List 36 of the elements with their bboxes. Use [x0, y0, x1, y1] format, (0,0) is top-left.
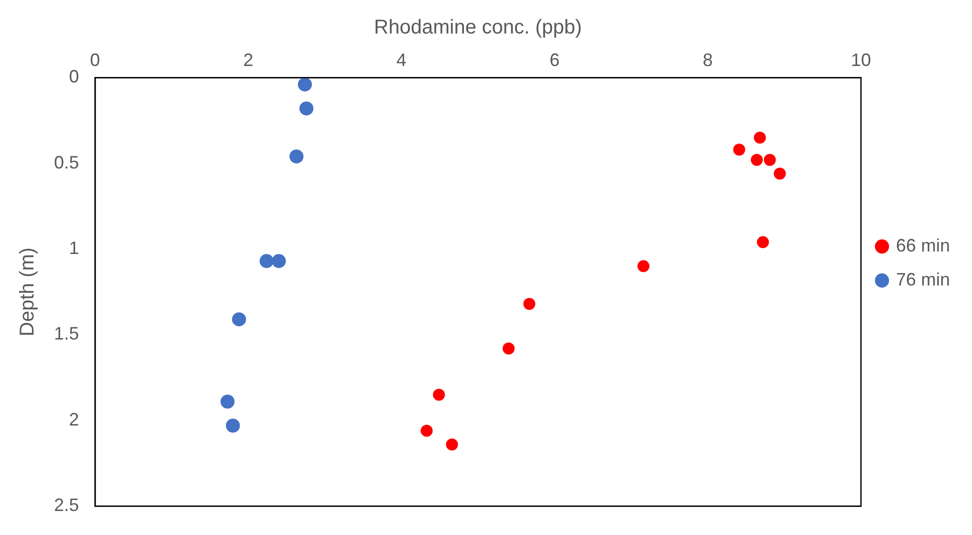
y-axis-title: Depth (m) — [16, 247, 39, 336]
point — [733, 144, 746, 156]
point — [226, 418, 240, 433]
y-tick-label: 1.5 — [54, 324, 80, 344]
y-tick-label: 0 — [69, 66, 80, 87]
x-tick-label: 8 — [702, 50, 713, 70]
y-tick-label: 0.5 — [54, 152, 80, 172]
point — [299, 101, 314, 116]
x-axis-title: Rhodamine conc. (ppb) — [374, 16, 582, 39]
point — [764, 154, 776, 166]
point — [220, 394, 235, 409]
point — [750, 154, 763, 166]
x-tick-label: 6 — [550, 50, 560, 70]
x-tick-label: 0 — [90, 50, 100, 70]
point — [756, 236, 769, 248]
point — [298, 78, 312, 92]
point — [420, 424, 433, 437]
y-tick-label: 1 — [69, 238, 80, 258]
point — [754, 132, 766, 144]
y-tick-label: 2.5 — [54, 495, 80, 516]
x-tick-label: 2 — [243, 50, 254, 70]
point — [502, 342, 515, 354]
y-tick-label: 2 — [69, 409, 80, 430]
point — [232, 312, 246, 326]
x-tick-label: 10 — [850, 50, 871, 70]
point — [774, 168, 786, 180]
point — [523, 298, 536, 310]
point — [432, 388, 445, 401]
point — [289, 149, 304, 164]
x-tick-label: 4 — [396, 50, 406, 70]
legend-label: 66 min — [896, 235, 950, 256]
point — [272, 254, 286, 268]
legend-label: 76 min — [896, 269, 950, 290]
point — [260, 254, 274, 268]
point — [637, 260, 650, 272]
point — [446, 438, 458, 450]
